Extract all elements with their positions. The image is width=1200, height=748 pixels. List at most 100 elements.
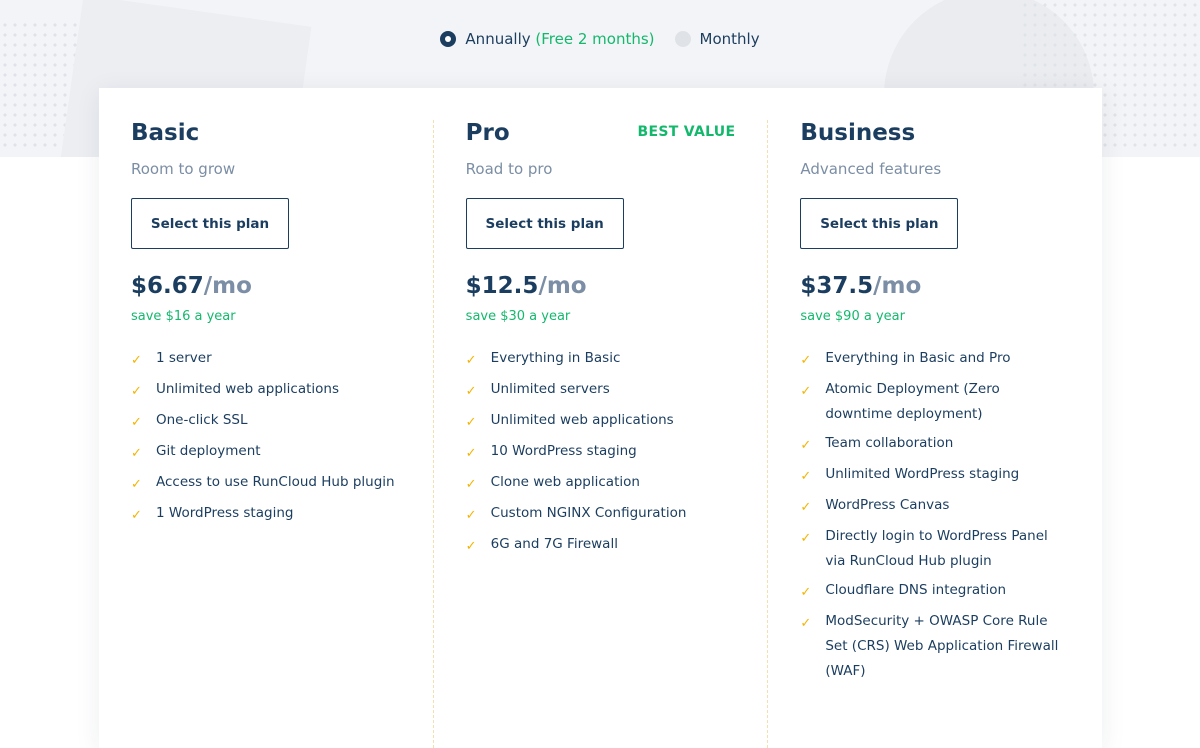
feature-text: Atomic Deployment (Zero downtime deploym… (825, 381, 1000, 422)
feature-item: ✓ WordPress Canvas (800, 493, 1070, 520)
check-icon: ✓ (800, 585, 812, 600)
check-icon: ✓ (465, 539, 477, 554)
check-icon: ✓ (131, 415, 142, 430)
feature-text: 6G and 7G Firewall (490, 536, 618, 552)
price-unit: /mo (538, 273, 587, 299)
feature-text: Unlimited web applications (156, 381, 340, 397)
feature-item: ✓ Everything in Basic and Pro (800, 346, 1070, 373)
check-icon: ✓ (465, 508, 477, 523)
feature-text: ModSecurity + OWASP Core Rule Set (CRS) … (825, 613, 1059, 679)
annual-note: (Free 2 months) (535, 30, 655, 48)
feature-text: Custom NGINX Configuration (490, 505, 687, 521)
check-icon: ✓ (131, 384, 142, 399)
feature-text: Unlimited WordPress staging (825, 466, 1020, 482)
check-icon: ✓ (800, 469, 812, 484)
plan-name: Pro (465, 120, 510, 146)
feature-item: ✓ 6G and 7G Firewall (466, 532, 736, 559)
check-icon: ✓ (465, 477, 477, 492)
plan-price: $6.67/mo (131, 273, 401, 299)
check-icon: ✓ (131, 446, 142, 461)
feature-text: 1 server (156, 350, 212, 366)
price-amount: $6.67 (131, 273, 204, 299)
check-icon: ✓ (800, 616, 812, 631)
feature-text: Cloudflare DNS integration (825, 582, 1007, 598)
billing-toggle: Annually (Free 2 months) Monthly (0, 30, 1200, 48)
feature-item: ✓ Directly login to WordPress Panel via R… (800, 524, 1070, 574)
feature-text: 10 WordPress staging (490, 443, 637, 459)
pricing-card: Basic Room to grow Select this plan $6.6… (99, 88, 1102, 748)
feature-item: ✓ Cloudflare DNS integration (800, 578, 1070, 605)
feature-item: ✓ Git deployment (131, 439, 401, 466)
price-amount: $37.5 (800, 273, 874, 299)
feature-item: ✓ Unlimited WordPress staging (800, 462, 1070, 489)
annual-option[interactable]: Annually (Free 2 months) (440, 30, 655, 48)
feature-text: 1 WordPress staging (156, 505, 294, 521)
check-icon: ✓ (131, 353, 142, 368)
plan-pro: Pro BEST VALUE Road to pro Select this p… (432, 120, 768, 748)
check-icon: ✓ (465, 353, 477, 368)
feature-item: ✓ 1 server (131, 346, 401, 373)
price-unit: /mo (203, 273, 252, 299)
feature-text: Team collaboration (825, 435, 954, 451)
plan-tagline: Room to grow (131, 160, 236, 178)
feature-text: Access to use RunCloud Hub plugin (156, 474, 395, 490)
feature-item: ✓ Access to use RunCloud Hub plugin (131, 470, 401, 497)
monthly-label: Monthly (699, 30, 760, 48)
select-plan-button[interactable]: Select this plan (465, 198, 624, 249)
feature-text: Directly login to WordPress Panel via Ru… (825, 528, 1048, 569)
feature-text: WordPress Canvas (825, 497, 950, 513)
check-icon: ✓ (800, 384, 812, 399)
price-amount: $12.5 (465, 273, 539, 299)
check-icon: ✓ (465, 446, 477, 461)
select-plan-button[interactable]: Select this plan (131, 198, 289, 249)
feature-item: ✓ 10 WordPress staging (466, 439, 736, 466)
plan-tagline: Road to pro (465, 160, 553, 178)
plan-savings: save $30 a year (465, 309, 571, 324)
feature-item: ✓ ModSecurity + OWASP Core Rule Set (CRS)… (800, 609, 1070, 684)
feature-text: Clone web application (490, 474, 640, 490)
check-icon: ✓ (465, 415, 477, 430)
feature-item: ✓ Clone web application (466, 470, 736, 497)
check-icon: ✓ (800, 438, 812, 453)
feature-item: ✓ One-click SSL (131, 408, 401, 435)
check-icon: ✓ (131, 477, 142, 492)
check-icon: ✓ (465, 384, 477, 399)
check-icon: ✓ (800, 353, 812, 368)
feature-item: ✓ 1 WordPress staging (131, 501, 401, 528)
plan-basic: Basic Room to grow Select this plan $6.6… (99, 88, 433, 748)
radio-selected-icon[interactable] (440, 31, 457, 47)
plan-name: Business (800, 120, 916, 146)
feature-item: ✓ Team collaboration (800, 431, 1070, 458)
monthly-option[interactable]: Monthly (674, 30, 760, 48)
radio-unselected-icon[interactable] (674, 31, 691, 47)
check-icon: ✓ (131, 508, 142, 523)
plan-tagline: Advanced features (800, 160, 942, 178)
feature-item: ✓ Custom NGINX Configuration (466, 501, 736, 528)
best-value-badge: BEST VALUE (637, 124, 736, 140)
feature-item: ✓ Unlimited servers (466, 377, 736, 404)
plan-price: $37.5/mo (800, 273, 1070, 299)
feature-text: One-click SSL (156, 412, 248, 428)
feature-item: ✓ Everything in Basic (466, 346, 736, 373)
feature-text: Everything in Basic and Pro (825, 350, 1011, 366)
price-unit: /mo (873, 273, 922, 299)
select-plan-button[interactable]: Select this plan (800, 198, 959, 249)
feature-text: Unlimited web applications (490, 412, 674, 428)
plan-price: $12.5/mo (466, 273, 736, 299)
feature-text: Everything in Basic (490, 350, 621, 366)
plan-savings: save $90 a year (800, 309, 905, 324)
annual-label: Annually (465, 30, 531, 48)
plan-business: Business Advanced features Select this p… (767, 120, 1102, 748)
feature-text: Unlimited servers (490, 381, 610, 397)
feature-list: ✓ Everything in Basic and Pro ✓ Atomic Depl… (800, 346, 1070, 684)
feature-item: ✓ Unlimited web applications (466, 408, 736, 435)
feature-list: ✓ 1 server ✓ Unlimited web applications ✓ One… (131, 346, 401, 528)
plan-savings: save $16 a year (131, 309, 236, 324)
check-icon: ✓ (800, 500, 812, 515)
feature-item: ✓ Unlimited web applications (131, 377, 401, 404)
feature-item: ✓ Atomic Deployment (Zero downtime deploy… (800, 377, 1070, 427)
check-icon: ✓ (800, 531, 812, 546)
plan-name: Basic (131, 120, 200, 146)
feature-text: Git deployment (156, 443, 261, 459)
feature-list: ✓ Everything in Basic ✓ Unlimited servers ✓ U… (466, 346, 736, 559)
